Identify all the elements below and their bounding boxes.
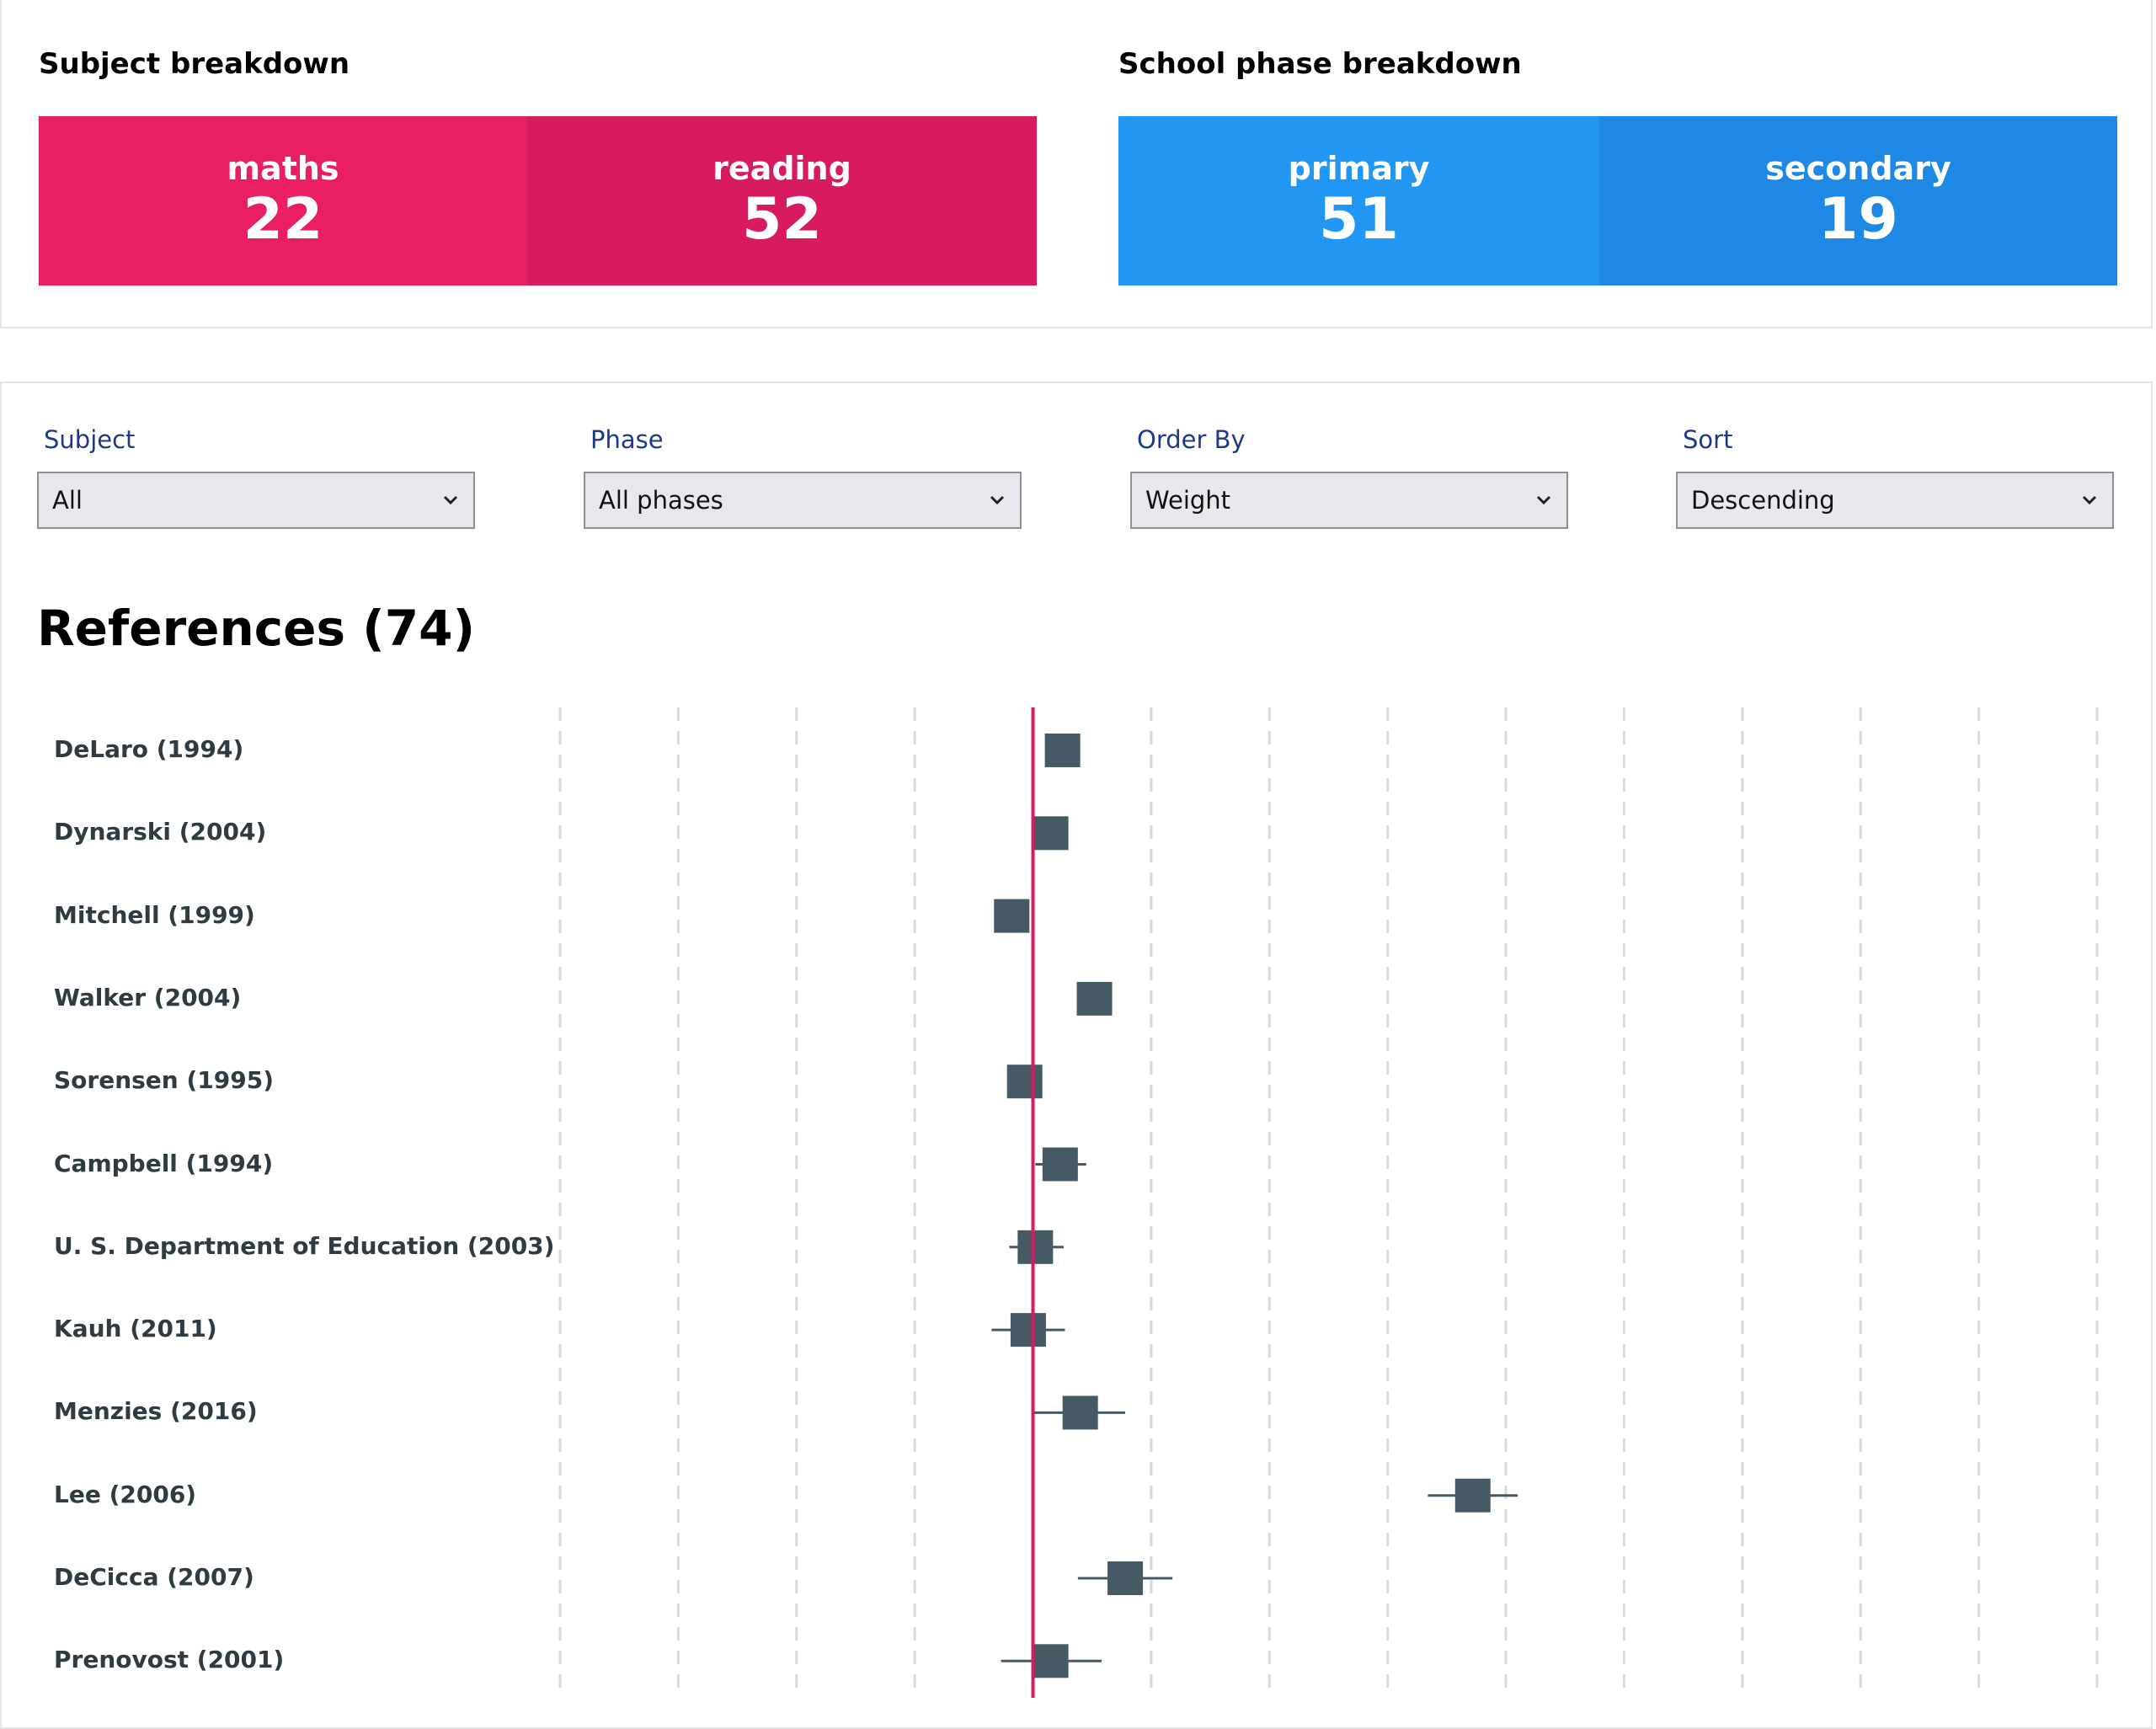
references-card [0,382,2153,1729]
segment-value: 52 [742,185,822,253]
estimate-marker[interactable] [1033,1644,1069,1678]
sort-filter-label: Sort [1683,425,1733,454]
segment-value: 22 [243,185,323,253]
segment-label: primary [1288,149,1430,187]
segment-label: maths [227,149,339,187]
reference-label[interactable]: U. S. Department of Education (2003) [54,1231,555,1260]
chevron-down-icon [2082,495,2097,505]
phase-breakdown-title: School phase breakdown [1118,47,1522,81]
estimate-marker[interactable] [1006,1065,1043,1099]
phase-select[interactable]: All phases [584,472,1022,529]
estimate-marker[interactable] [1033,816,1069,851]
reference-label[interactable]: Menzies (2016) [54,1397,258,1426]
order-by-filter-label: Order By [1137,425,1246,454]
segment-label: secondary [1765,149,1951,187]
estimate-marker[interactable] [1076,981,1113,1016]
phase-select-value: All phases [599,486,723,515]
breakdown-card: Subject breakdown maths 22 reading 52 Sc… [0,0,2153,328]
subject-segment-reading[interactable]: reading 52 [527,116,1037,285]
subject-breakdown-title: Subject breakdown [39,47,350,81]
estimate-marker[interactable] [1017,1230,1054,1264]
reference-label[interactable]: Dynarski (2004) [54,818,267,846]
references-title: References (74) [37,600,475,657]
subject-segment-maths[interactable]: maths 22 [39,116,527,285]
estimate-marker[interactable] [1010,1313,1046,1347]
reference-label[interactable]: DeCicca (2007) [54,1563,254,1591]
subject-filter-label: Subject [44,425,136,454]
estimate-marker[interactable] [1044,734,1081,767]
reference-label[interactable]: Lee (2006) [54,1480,197,1508]
chevron-down-icon [990,495,1005,505]
estimate-marker[interactable] [1042,1147,1078,1182]
sort-select-value: Descending [1691,486,1835,515]
reference-label[interactable]: Sorensen (1995) [54,1066,274,1095]
reference-label[interactable]: Prenovost (2001) [54,1646,285,1674]
segment-value: 51 [1319,185,1399,253]
sort-select[interactable]: Descending [1676,472,2114,529]
reference-label[interactable]: Kauh (2011) [54,1315,217,1343]
phase-segment-primary[interactable]: primary 51 [1118,116,1599,285]
reference-label[interactable]: Mitchell (1999) [54,900,255,929]
estimate-marker[interactable] [994,899,1030,933]
subject-breakdown-bar: maths 22 reading 52 [39,116,1037,285]
phase-segment-secondary[interactable]: secondary 19 [1599,116,2117,285]
estimate-marker[interactable] [1454,1478,1491,1513]
order-by-select-value: Weight [1145,486,1231,515]
phase-filter-label: Phase [590,425,664,454]
reference-label[interactable]: DeLaro (1994) [54,735,244,763]
chevron-down-icon [1536,495,1551,505]
estimate-marker[interactable] [1107,1561,1144,1595]
estimate-marker[interactable] [1062,1395,1098,1430]
order-by-select[interactable]: Weight [1130,472,1568,529]
reference-label[interactable]: Walker (2004) [54,983,242,1011]
reference-label[interactable]: Campbell (1994) [54,1149,274,1177]
segment-label: reading [712,149,851,187]
phase-breakdown-bar: primary 51 secondary 19 [1118,116,2117,285]
subject-select-value: All [52,486,83,515]
subject-select[interactable]: All [37,472,475,529]
chevron-down-icon [443,495,458,505]
segment-value: 19 [1818,185,1898,253]
